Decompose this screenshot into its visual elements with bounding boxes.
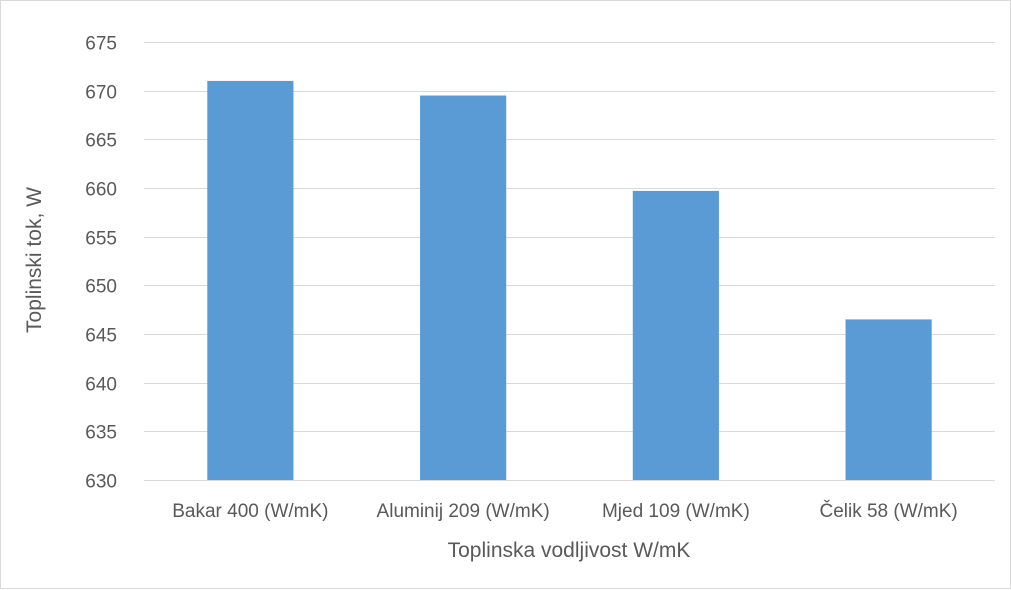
y-tick-label: 640 — [85, 375, 117, 396]
y-axis-ticks: 630 635 640 645 650 655 660 665 670 675 — [85, 34, 117, 493]
bar-1 — [207, 80, 294, 480]
y-tick-label: 655 — [85, 229, 117, 250]
x-axis-ticks: Bakar 400 (W/mK) Aluminij 209 (W/mK) Mjed … — [172, 500, 958, 522]
y-tick-label: 635 — [85, 423, 117, 444]
y-tick-label: 670 — [85, 83, 117, 104]
y-tick-label: 630 — [85, 472, 117, 493]
y-tick-label: 645 — [85, 326, 117, 347]
x-tick-label: Bakar 400 (W/mK) — [172, 501, 328, 522]
y-tick-label: 660 — [85, 180, 117, 201]
x-tick-label: Čelik 58 (W/mK) — [819, 500, 957, 522]
bar-2 — [420, 95, 507, 481]
x-axis-title: Toplinska vodljivost W/mK — [448, 539, 691, 562]
x-tick-label: Mjed 109 (W/mK) — [602, 501, 750, 522]
y-tick-label: 665 — [85, 131, 117, 152]
y-tick-label: 650 — [85, 277, 117, 298]
bar-4 — [845, 319, 932, 480]
bar-3 — [632, 190, 719, 481]
y-tick-label: 675 — [85, 34, 117, 55]
x-tick-label: Aluminij 209 (W/mK) — [377, 501, 550, 522]
y-axis-title: Toplinski tok, W — [23, 187, 46, 333]
bars — [207, 80, 932, 481]
